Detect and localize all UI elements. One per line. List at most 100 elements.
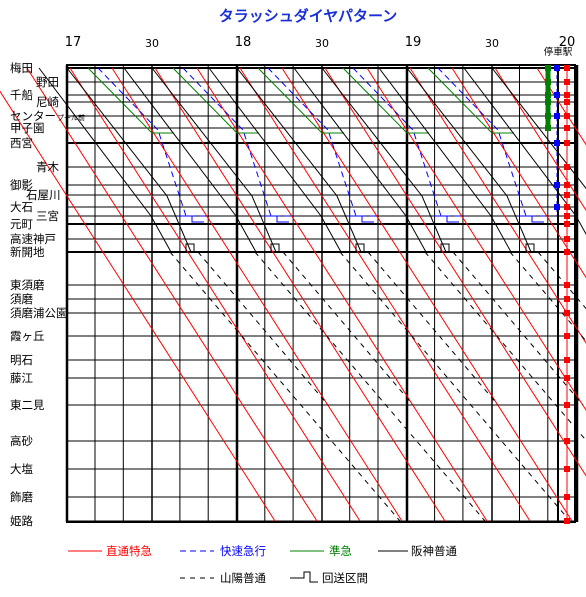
train-hanshin-local <box>208 67 342 253</box>
legend-deadhead-label: 回送区間 <box>322 571 368 585</box>
station-label-6: 西宮 <box>10 136 33 150</box>
legend-semi-express-label: 準急 <box>329 544 352 558</box>
stop-marker-rapid-express <box>554 113 560 119</box>
train-sanyo-local <box>424 251 586 442</box>
train-direct-limited <box>196 67 488 522</box>
station-label-1: 野田 <box>36 75 59 89</box>
train-semi-express <box>172 67 259 134</box>
station-label-5: 甲子園 <box>10 121 45 135</box>
hour-label-2: 19 <box>405 35 422 50</box>
station-label-20: 藤江 <box>10 371 33 385</box>
train-direct-limited <box>409 67 586 344</box>
train-hanshin-local <box>463 67 586 236</box>
station-label-7: 青木 <box>36 160 59 174</box>
rapid-turnback <box>433 215 459 223</box>
rapid-turnback <box>348 215 374 223</box>
hour-label-3: 20 <box>559 35 576 50</box>
train-direct-limited <box>111 67 403 522</box>
station-label-25: 姫路 <box>10 514 33 528</box>
half-label-1: 30 <box>315 37 329 50</box>
page-title: タラッシュダイヤパターン <box>219 7 398 25</box>
stop-marker-rapid-express <box>554 182 560 188</box>
train-sanyo-local <box>537 251 586 310</box>
train-direct-limited <box>324 67 586 477</box>
train-hanshin-local <box>151 67 277 253</box>
train-rapid-express <box>437 67 550 217</box>
station-label-18: 霞ヶ丘 <box>10 329 45 343</box>
train-semi-express <box>87 67 174 134</box>
deadhead-hook <box>185 243 206 253</box>
train-rapid-express <box>267 67 380 217</box>
train-hanshin-local <box>66 67 192 253</box>
train-rapid-express <box>182 67 295 217</box>
train-direct-limited <box>26 67 318 522</box>
train-direct-limited <box>154 67 446 522</box>
grid-frame <box>66 64 576 523</box>
rapid-turnback <box>263 215 289 223</box>
train-hanshin-local <box>491 67 586 190</box>
train-sanyo-local <box>367 251 499 406</box>
legend: 直通特急 快速急行 準急 阪神普通 山陽普通 回送区間 <box>68 544 457 585</box>
legend-direct-limited-label: 直通特急 <box>106 544 152 558</box>
stop-marker-rapid-express <box>554 204 560 210</box>
train-sanyo-local <box>254 251 486 522</box>
train-sanyo-local <box>452 251 584 406</box>
hour-label-1: 18 <box>235 35 252 50</box>
station-label-21: 東二見 <box>10 398 45 412</box>
legend-rapid-express-label: 快速急行 <box>220 544 266 558</box>
station-label-suffix: プール前 <box>57 113 85 122</box>
train-direct-limited <box>69 67 361 522</box>
legend-sanyo-local-label: 山陽普通 <box>220 571 266 585</box>
station-label-9: 石屋川 <box>26 188 61 202</box>
deadhead-hook <box>440 243 461 253</box>
stop-marker-rapid-express <box>554 140 560 146</box>
train-direct-limited <box>281 67 573 522</box>
station-label-3: 尼崎 <box>36 95 59 109</box>
station-label-23: 大塩 <box>10 462 33 476</box>
train-direct-limited <box>536 67 586 146</box>
train-hanshin-local <box>38 67 172 253</box>
station-label-10: 大石 <box>10 200 33 214</box>
train-sanyo-local <box>339 251 571 522</box>
half-label-2: 30 <box>485 37 499 50</box>
station-label-24: 飾磨 <box>10 490 33 504</box>
train-hanshin-local <box>406 67 532 253</box>
deadhead-hook <box>270 243 291 253</box>
train-direct-limited <box>451 67 586 279</box>
train-semi-express <box>427 67 514 134</box>
train-hanshin-local <box>293 67 427 253</box>
train-lines <box>0 67 586 522</box>
stop-marker-rapid-express <box>554 92 560 98</box>
train-sanyo-local <box>197 251 329 406</box>
train-hanshin-local <box>321 67 447 253</box>
station-label-8: 御影 <box>10 178 33 192</box>
station-label-12: 元町 <box>10 217 33 231</box>
station-label-13: 高速神戸 <box>10 232 56 246</box>
hour-label-0: 17 <box>65 35 82 50</box>
train-direct-limited <box>494 67 586 212</box>
train-sanyo-local <box>282 251 414 406</box>
station-label-19: 明石 <box>10 353 33 367</box>
train-direct-limited <box>366 67 586 412</box>
train-hanshin-local <box>378 67 512 253</box>
half-label-0: 30 <box>145 37 159 50</box>
legend-deadhead-swatch <box>290 571 318 583</box>
station-label-11: 三宮 <box>36 209 59 223</box>
train-direct-limited <box>239 67 531 522</box>
station-label-16: 須磨 <box>10 292 33 306</box>
diagram-grid <box>65 64 579 523</box>
rapid-turnback <box>178 215 204 223</box>
stop-pattern-column: 停車駅 <box>544 46 573 524</box>
train-semi-express <box>342 67 429 134</box>
train-rapid-express <box>97 67 210 217</box>
train-semi-express <box>257 67 344 134</box>
train-hanshin-local <box>236 67 362 253</box>
train-sanyo-local <box>169 251 401 522</box>
rapid-turnback <box>518 215 544 223</box>
station-label-15: 東須磨 <box>10 278 45 292</box>
station-label-14: 新開地 <box>10 245 45 259</box>
deadhead-hook <box>355 243 376 253</box>
station-label-0: 梅田 <box>10 61 33 75</box>
